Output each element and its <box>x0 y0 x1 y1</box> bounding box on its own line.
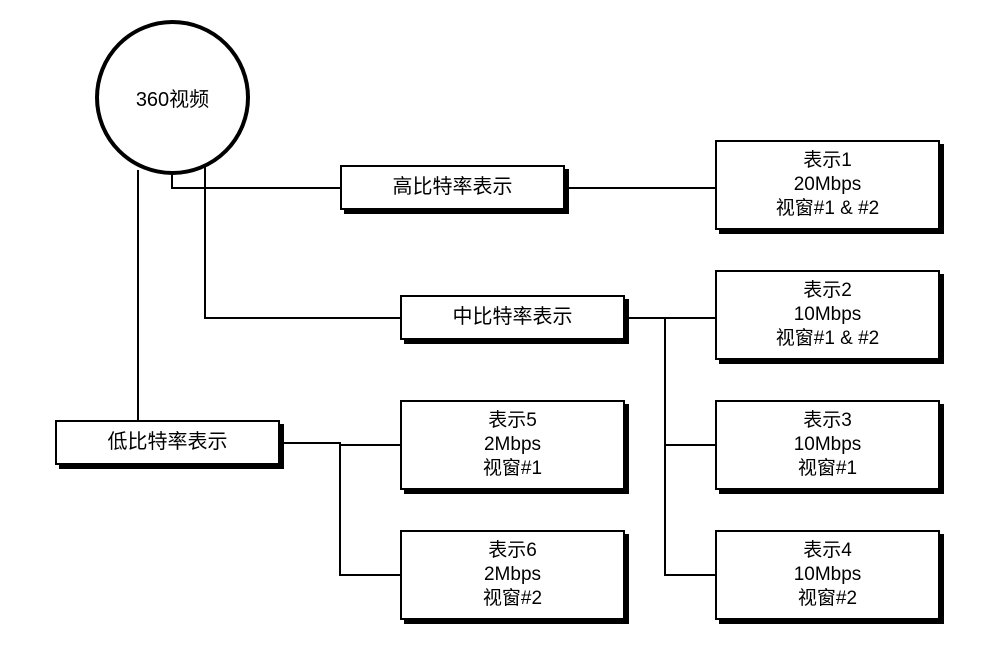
rep-3-bitrate: 10Mbps <box>794 433 862 457</box>
rep-3-viewport: 视窗#1 <box>798 457 857 481</box>
rep-6-title: 表示6 <box>488 539 537 563</box>
rep-4-box: 表示4 10Mbps 视窗#2 <box>715 530 940 620</box>
rep-3-box: 表示3 10Mbps 视窗#1 <box>715 400 940 490</box>
rep-2-viewport: 视窗#1 & #2 <box>776 327 880 351</box>
low-bitrate-label: 低比特率表示 <box>108 430 228 455</box>
high-bitrate-box: 高比特率表示 <box>340 165 565 210</box>
mid-bitrate-box: 中比特率表示 <box>400 295 625 340</box>
rep-2-bitrate: 10Mbps <box>794 303 862 327</box>
rep-6-viewport: 视窗#2 <box>483 587 542 611</box>
root-circle-label: 360视频 <box>136 83 209 112</box>
rep-1-viewport: 视窗#1 & #2 <box>776 197 880 221</box>
root-circle: 360视频 <box>95 20 250 175</box>
high-bitrate-label: 高比特率表示 <box>393 175 513 200</box>
rep-4-viewport: 视窗#2 <box>798 587 857 611</box>
rep-2-title: 表示2 <box>803 279 852 303</box>
rep-3-title: 表示3 <box>803 409 852 433</box>
rep-4-title: 表示4 <box>803 539 852 563</box>
rep-5-box: 表示5 2Mbps 视窗#1 <box>400 400 625 490</box>
rep-5-bitrate: 2Mbps <box>484 433 541 457</box>
rep-2-box: 表示2 10Mbps 视窗#1 & #2 <box>715 270 940 360</box>
rep-1-bitrate: 20Mbps <box>794 173 862 197</box>
low-bitrate-box: 低比特率表示 <box>55 420 280 465</box>
rep-5-viewport: 视窗#1 <box>483 457 542 481</box>
rep-6-box: 表示6 2Mbps 视窗#2 <box>400 530 625 620</box>
rep-6-bitrate: 2Mbps <box>484 563 541 587</box>
diagram-stage: 360视频 高比特率表示 中比特率表示 低比特率表示 表示1 20Mbps 视窗… <box>0 0 1000 647</box>
mid-bitrate-label: 中比特率表示 <box>453 305 573 330</box>
rep-5-title: 表示5 <box>488 409 537 433</box>
rep-1-title: 表示1 <box>803 149 852 173</box>
rep-4-bitrate: 10Mbps <box>794 563 862 587</box>
rep-1-box: 表示1 20Mbps 视窗#1 & #2 <box>715 140 940 230</box>
